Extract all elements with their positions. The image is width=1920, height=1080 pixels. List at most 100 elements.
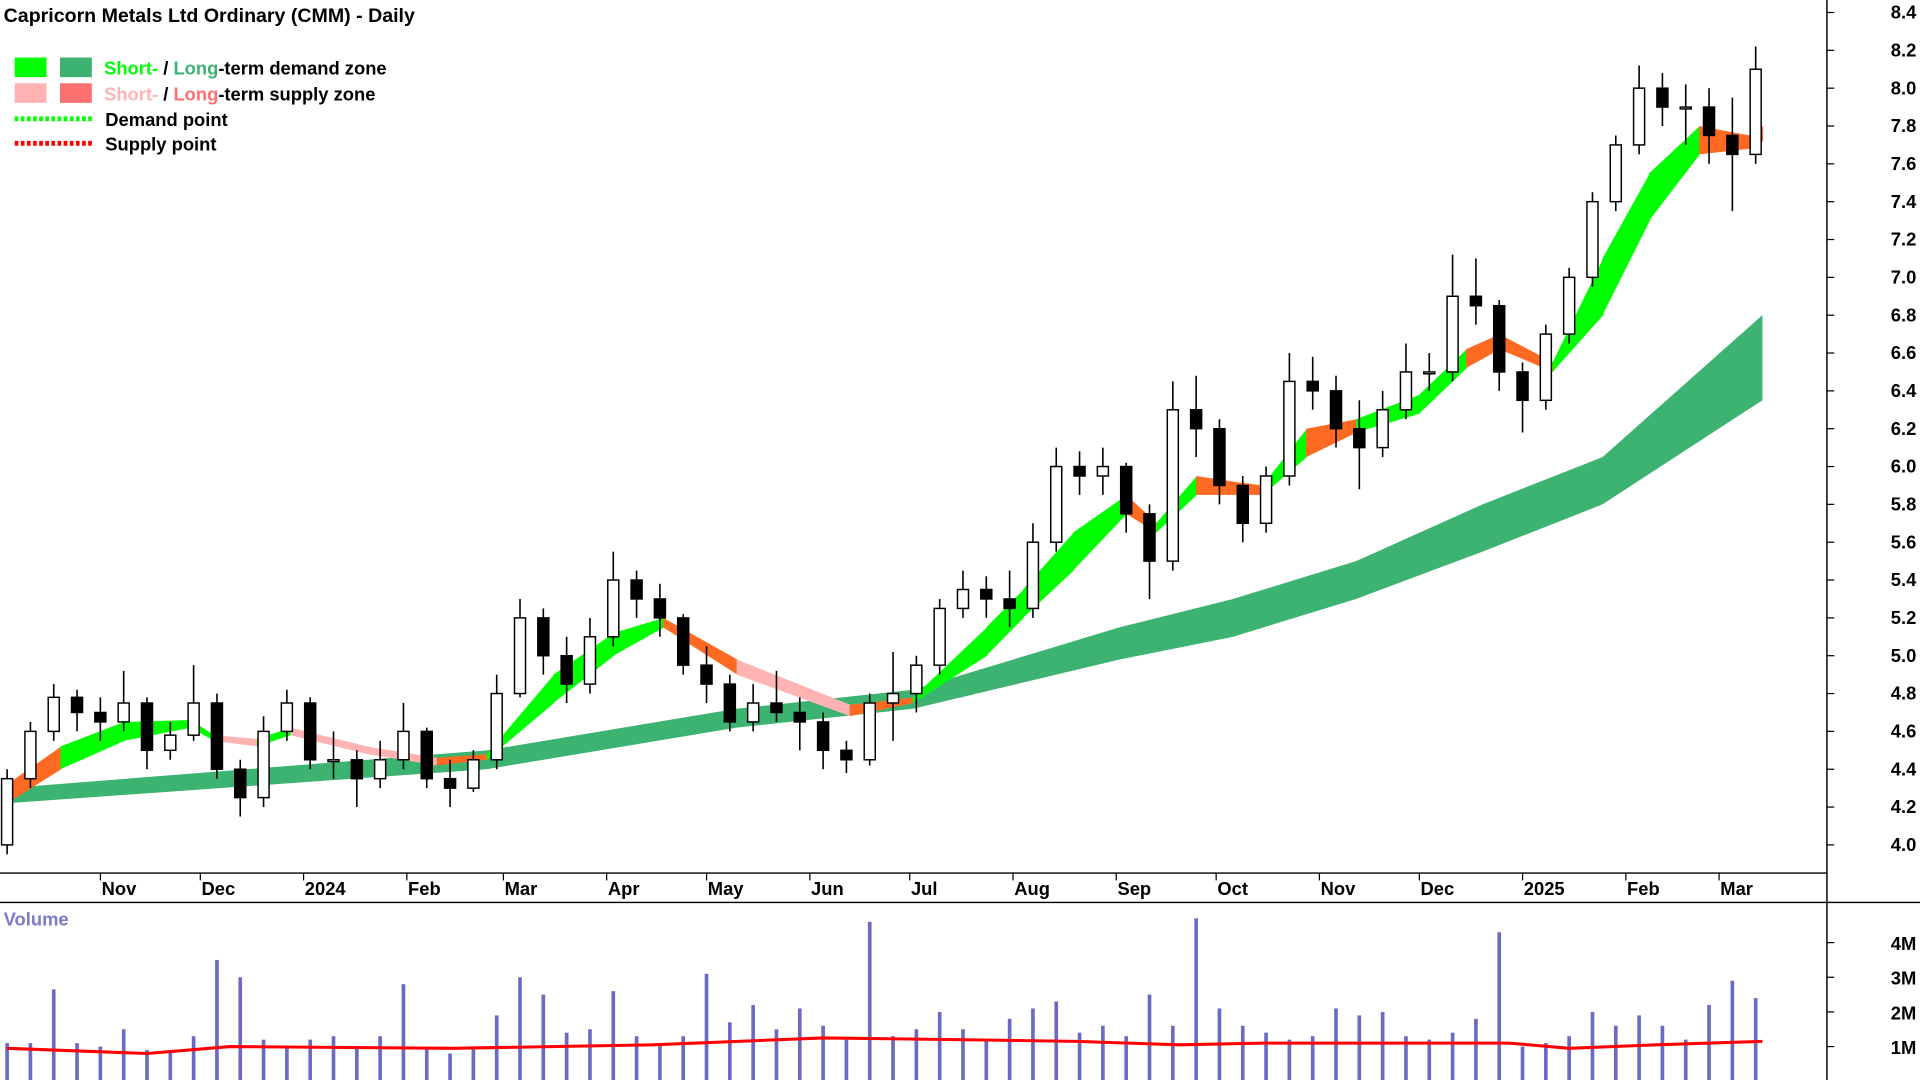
volume-bar — [308, 1039, 313, 1080]
candle — [47, 684, 60, 741]
volume-tick-label: 1M — [1891, 1037, 1917, 1058]
volume-bar — [28, 1043, 33, 1080]
legend-long-demand-swatch — [60, 57, 92, 78]
candle-body-down — [1143, 513, 1156, 562]
zones-layer — [7, 126, 1764, 804]
candle-body-down — [1073, 465, 1086, 477]
y-tick-label: 7.0 — [1891, 266, 1917, 287]
x-tick-label: Aug — [1014, 878, 1050, 899]
y-tick-label: 5.8 — [1891, 493, 1917, 514]
volume-bar — [1497, 932, 1502, 1080]
candle — [1096, 447, 1110, 495]
volume-bar — [914, 1029, 919, 1080]
y-tick-label: 7.6 — [1891, 153, 1917, 174]
volume-bar — [238, 977, 243, 1080]
candle-body-down — [537, 617, 550, 657]
candle — [1539, 324, 1553, 410]
legend-long-label: Long — [173, 83, 218, 104]
candle-body-up — [1096, 465, 1110, 477]
y-tick-label: 6.6 — [1891, 342, 1917, 363]
volume-bar — [1194, 918, 1198, 1080]
volume-bar — [354, 1046, 359, 1080]
volume-bar — [891, 1036, 895, 1080]
candle-body-up — [1399, 371, 1413, 411]
short-term-zone-weak-supply — [290, 727, 368, 755]
candle-body-down — [233, 768, 247, 799]
candle-body-up — [397, 730, 410, 761]
candle-body-up — [933, 607, 946, 666]
candle-body-up — [1609, 144, 1623, 203]
candle-body-up — [1423, 371, 1436, 375]
candle — [700, 646, 713, 704]
y-tick-label: 8.2 — [1891, 39, 1917, 60]
volume-bar — [1287, 1039, 1292, 1080]
volume-bar — [168, 1050, 173, 1080]
volume-bar — [1357, 1015, 1362, 1080]
legend-supply-point: Supply point — [105, 134, 216, 155]
volume-bar — [634, 1036, 639, 1080]
volume-bar — [5, 1043, 9, 1080]
candle — [164, 721, 177, 760]
candle-body-down — [1119, 465, 1133, 515]
candle — [653, 583, 667, 637]
volume-bar — [121, 1029, 126, 1080]
x-tick-label: Oct — [1217, 878, 1248, 899]
volume-bar — [98, 1046, 103, 1080]
candle-body-down — [140, 702, 154, 752]
candle-body-up — [373, 759, 387, 780]
chart-title: Capricorn Metals Ltd Ordinary (CMM) - Da… — [4, 5, 415, 27]
y-tick-label: 5.4 — [1891, 569, 1917, 590]
candle — [1516, 362, 1529, 433]
candle — [443, 759, 457, 808]
candle — [1236, 475, 1250, 543]
volume-bar — [1427, 1039, 1432, 1080]
candle — [607, 551, 620, 647]
volume-bar — [1567, 1036, 1571, 1080]
short-term-zone-demand — [1649, 126, 1700, 221]
candle-body-up — [1283, 380, 1296, 477]
candle — [770, 670, 783, 722]
candle-body-down — [70, 696, 84, 714]
candle — [1026, 523, 1040, 618]
candle — [1492, 300, 1506, 391]
candle-body-up — [1026, 541, 1040, 610]
candle-body-up — [164, 734, 177, 752]
candle — [1049, 447, 1063, 552]
candle — [350, 750, 364, 808]
candle-body-up — [1259, 475, 1273, 525]
x-tick-label: Nov — [102, 878, 137, 899]
y-tick-label: 5.2 — [1891, 607, 1917, 628]
y-tick-label: 6.2 — [1891, 418, 1917, 439]
candle — [933, 598, 946, 675]
short-term-zone-demand — [613, 617, 665, 656]
volume-bar — [1124, 1036, 1129, 1080]
legend-rest: -term demand zone — [218, 58, 386, 79]
volume-bar — [1660, 1025, 1665, 1080]
y-tick-label: 4.8 — [1891, 683, 1917, 704]
x-tick-label: Mar — [1720, 878, 1753, 899]
x-tick-label: May — [708, 878, 745, 899]
candle-body-down — [1469, 295, 1483, 307]
y-tick-label: 4.6 — [1891, 721, 1917, 742]
x-tick-label: 2024 — [305, 878, 347, 899]
legend-long-label: Long — [173, 58, 218, 79]
volume-bar — [1404, 1036, 1408, 1080]
legend-supply-zone: Short- / Long-term supply zone — [104, 83, 375, 104]
volume-bar — [378, 1036, 382, 1080]
volume-bar — [704, 973, 709, 1080]
legend-short-supply-swatch — [14, 83, 47, 103]
volume-bar — [191, 1036, 196, 1080]
short-term-zone-weak-supply — [736, 659, 851, 717]
y-tick-label: 7.4 — [1891, 191, 1917, 212]
volume-bar — [261, 1039, 266, 1080]
candle-body-up — [1632, 87, 1646, 146]
candle-body-up — [0, 777, 14, 846]
candle — [117, 670, 130, 732]
candle — [1586, 192, 1599, 287]
y-tick-label: 4.4 — [1891, 758, 1917, 779]
volume-bar — [1310, 1036, 1315, 1080]
candle-body-down — [723, 683, 737, 723]
volume-tick-label: 3M — [1891, 968, 1917, 989]
candle — [1329, 375, 1343, 448]
